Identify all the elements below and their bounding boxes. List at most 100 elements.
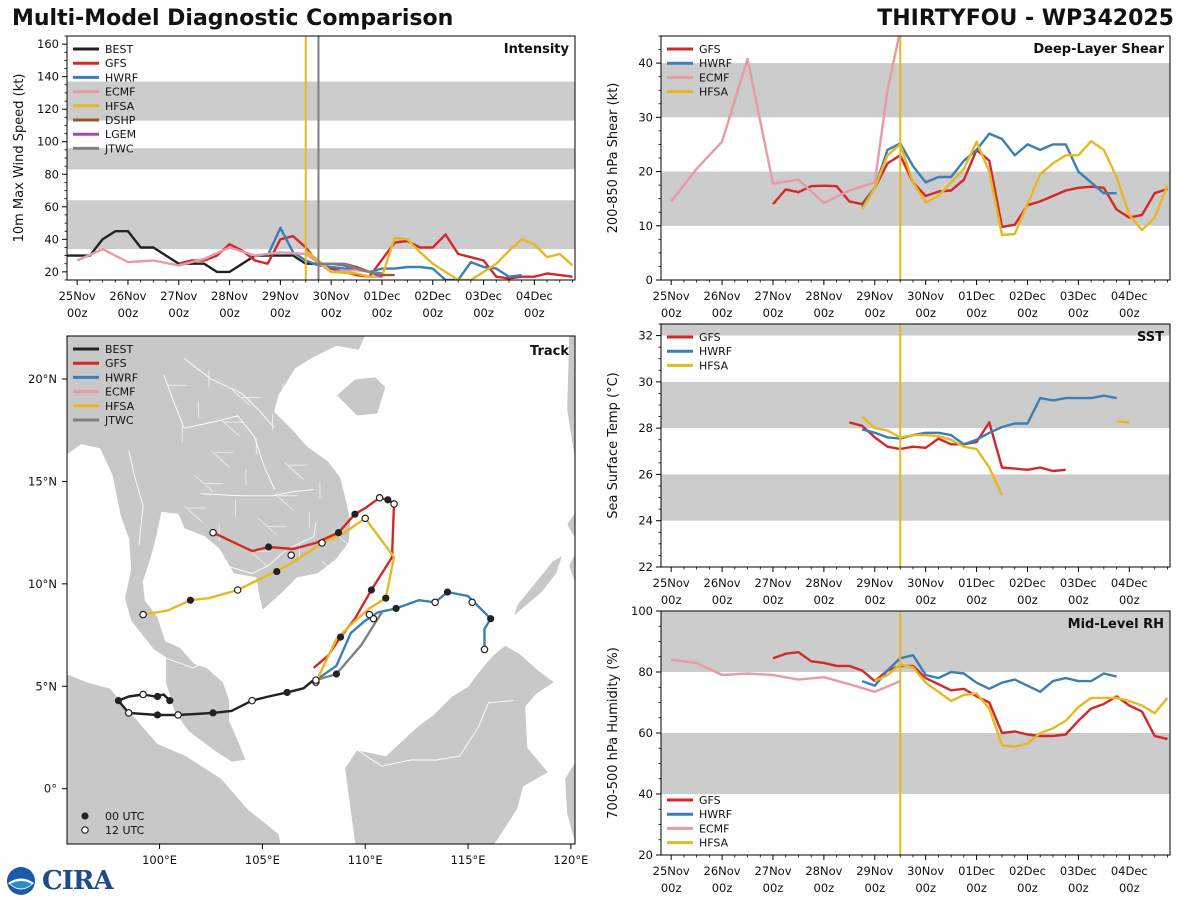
plot-frame: [66, 335, 576, 845]
track-point-12utc: [361, 514, 370, 523]
time-tick-label: 27Nov: [754, 289, 791, 303]
series-line-hfsa: [861, 140, 1169, 237]
track-point-00utc: [443, 588, 452, 596]
time-tick-hour: 00z: [1068, 306, 1089, 320]
time-tick-label: 01Dec: [958, 289, 995, 303]
series-line-ecmf: [671, 658, 901, 693]
y-tick-label: 30: [638, 375, 653, 389]
time-tick-label: 25Nov: [653, 864, 690, 878]
track-point-12utc: [139, 610, 147, 619]
track-point-12utc: [233, 586, 242, 594]
legend-label-jtwc: JTWC: [104, 142, 134, 155]
y-tick-label: 30: [638, 110, 653, 124]
y-tick-label: 100: [631, 604, 653, 618]
time-tick-hour: 00z: [422, 306, 443, 320]
time-tick-label: 28Nov: [805, 864, 842, 878]
time-tick-label: 02Dec: [1009, 864, 1046, 878]
land-area: [566, 511, 575, 540]
y-axis-label: 10m Max Wind Speed (kt): [12, 74, 27, 243]
panel-title: SST: [1137, 330, 1164, 345]
threshold-band: [661, 611, 1170, 672]
threshold-band: [67, 200, 575, 250]
time-tick-label: 03Dec: [1060, 289, 1097, 303]
track-point-00utc: [166, 697, 174, 705]
panel-title: Intensity: [504, 42, 570, 57]
legend-label-lgem: LGEM: [105, 128, 136, 141]
time-tick-label: 29Nov: [856, 864, 893, 878]
track-point-12utc: [375, 494, 384, 502]
time-tick-hour: 00z: [966, 593, 987, 607]
legend-label-hfsa: HFSA: [699, 86, 729, 99]
time-tick-label: 03Dec: [1060, 576, 1097, 590]
time-tick-label: 01Dec: [958, 864, 995, 878]
legend-label-hfsa: HFSA: [699, 359, 729, 372]
time-tick-hour: 00z: [661, 593, 682, 607]
y-tick-label: 40: [44, 232, 59, 246]
legend-label-hwrf: HWRF: [105, 371, 138, 384]
time-tick-label: 01Dec: [958, 576, 995, 590]
time-tick-hour: 00z: [915, 306, 936, 320]
time-tick-hour: 00z: [661, 306, 682, 320]
province-line: [284, 462, 304, 480]
y-tick-label: 160: [37, 37, 59, 51]
time-tick-label: 02Dec: [1009, 289, 1046, 303]
time-tick-hour: 00z: [1017, 306, 1038, 320]
time-tick-hour: 00z: [712, 593, 733, 607]
rh-chart: 20 40 60 80 100 25Nov 00z 26Nov 00z 27Nov 00z 28Nov…: [606, 604, 1171, 895]
panel-title: Deep-Layer Shear: [1033, 42, 1164, 57]
lon-tick-label: 100°E: [142, 853, 177, 867]
land-area: [344, 644, 556, 844]
intensity-chart: 20 40 60 80 100 120 140 160 25Nov 00z 26Nov 00z 27No…: [12, 35, 576, 320]
time-tick-label: 25Nov: [653, 289, 690, 303]
province-line: [321, 561, 341, 578]
land-area: [568, 552, 575, 585]
province-line: [231, 389, 251, 406]
time-tick-label: 25Nov: [59, 289, 96, 303]
series-line-hwrf: [266, 226, 522, 280]
lon-tick-label: 110°E: [348, 853, 383, 867]
series-line-jtwc: [318, 262, 383, 275]
province-line: [194, 475, 214, 492]
track-chart: 100°E 105°E 110°E 115°E 120°E 0° 5°N 10°N 15°N 20…: [28, 335, 588, 867]
land-area: [564, 761, 575, 844]
legend-label-gfs: GFS: [105, 357, 127, 370]
time-tick-label: 04Dec: [1111, 289, 1148, 303]
y-tick-label: 60: [638, 726, 653, 740]
series-line-gfs: [772, 148, 1168, 229]
time-tick-label: 29Nov: [856, 289, 893, 303]
lon-tick-label: 120°E: [553, 853, 588, 867]
threshold-band: [661, 474, 1170, 521]
time-tick-label: 04Dec: [1111, 864, 1148, 878]
legend-label-gfs: GFS: [699, 794, 721, 807]
y-tick-label: 22: [638, 560, 653, 574]
time-tick-hour: 00z: [814, 306, 835, 320]
y-axis-label: 700-500 hPa Humidity (%): [606, 647, 621, 819]
track-point-00utc: [351, 510, 359, 518]
y-tick-label: 120: [37, 102, 59, 116]
y-tick-label: 60: [44, 200, 59, 214]
track-line-hfsa: [142, 517, 396, 683]
border-line: [200, 489, 314, 497]
track-point-00utc: [273, 567, 281, 576]
series-line-gfs: [772, 651, 1168, 741]
lat-tick-label: 20°N: [28, 372, 57, 386]
threshold-band: [661, 381, 1170, 429]
time-tick-hour: 00z: [321, 306, 342, 320]
time-tick-hour: 00z: [270, 306, 291, 320]
time-tick-hour: 00z: [864, 593, 885, 607]
province-line: [210, 450, 230, 468]
time-tick-hour: 00z: [966, 881, 987, 895]
legend-label-gfs: GFS: [699, 43, 721, 56]
noaa-logo-icon: [7, 867, 35, 895]
y-tick-label: 32: [638, 329, 653, 343]
time-tick-hour: 00z: [168, 306, 189, 320]
sst-chart: 22 24 26 28 30 32 25Nov 00z 26Nov 00z 27Nov 00z 28No…: [606, 323, 1171, 607]
track-point-00utc: [114, 697, 123, 705]
legend-label-gfs: GFS: [105, 57, 127, 70]
time-tick-label: 29Nov: [262, 289, 299, 303]
time-tick-hour: 00z: [372, 306, 393, 320]
